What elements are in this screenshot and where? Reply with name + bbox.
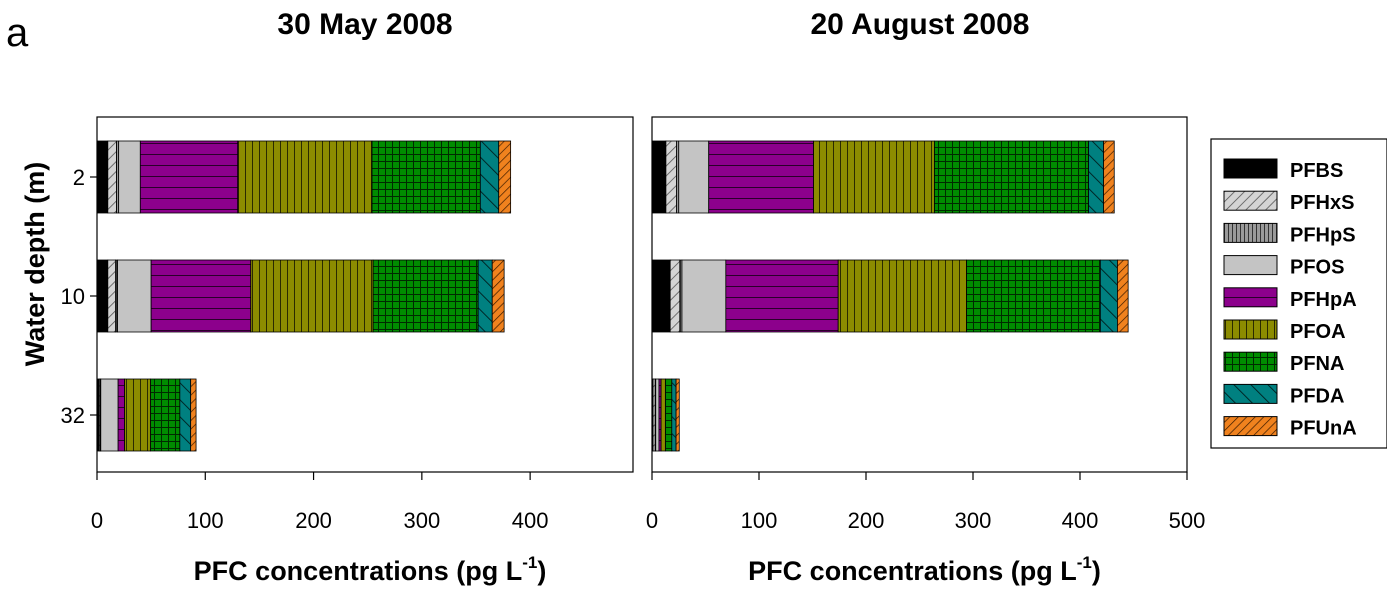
legend-label-pfoa: PFOA bbox=[1290, 321, 1346, 343]
bar-seg-pfuna-depth-2 bbox=[498, 140, 512, 214]
bar-seg-pfbs-depth-10 bbox=[96, 259, 109, 333]
legend-swatch-pfna bbox=[1223, 351, 1278, 372]
chart-panel-1: 30 May 2008 0 100 200 300 400 PFC concentratio… bbox=[20, 8, 634, 586]
bar-seg-pfbs-depth-2 bbox=[96, 140, 109, 214]
bar-seg-pfbs-depth-10 bbox=[651, 259, 671, 333]
bar-seg-pfos-depth-10 bbox=[681, 259, 727, 333]
x-tick-label: 0 bbox=[646, 508, 658, 533]
bar-seg-pfos-depth-10 bbox=[117, 259, 152, 333]
bar-seg-pfuna-depth-32 bbox=[675, 378, 680, 452]
legend-label-pfhpa: PFHpA bbox=[1290, 289, 1357, 311]
chart-title: 30 May 2008 bbox=[277, 8, 452, 41]
x-tick-label: 100 bbox=[187, 508, 224, 533]
bar-seg-pfna-depth-10 bbox=[966, 259, 1101, 333]
bar-seg-pfhpa-depth-10 bbox=[725, 259, 839, 333]
bar-seg-pfbs-depth-2 bbox=[651, 140, 667, 214]
bar-seg-pfda-depth-32 bbox=[671, 378, 677, 452]
bar-seg-pfuna-depth-2 bbox=[1103, 140, 1115, 214]
bar-seg-pfhpa-depth-2 bbox=[708, 140, 814, 214]
x-tick-label: 300 bbox=[403, 508, 440, 533]
legend-swatch-pfos bbox=[1223, 255, 1278, 276]
legend-label-pfna: PFNA bbox=[1290, 353, 1344, 375]
legend-label-pfhxs: PFHxS bbox=[1290, 192, 1354, 214]
legend-label-pfhps: PFHpS bbox=[1290, 224, 1356, 246]
bar-seg-pfos-depth-2 bbox=[118, 140, 141, 214]
bar-seg-pfos-depth-32 bbox=[655, 378, 660, 452]
plot-frame bbox=[96, 116, 634, 473]
x-tick-label: 300 bbox=[955, 508, 992, 533]
bar-seg-pfhxs-depth-2 bbox=[107, 140, 117, 214]
legend-label-pfbs: PFBS bbox=[1290, 160, 1343, 182]
x-tick-label: 100 bbox=[741, 508, 778, 533]
legend-swatch-pfda bbox=[1223, 383, 1278, 404]
bar-seg-pfuna-depth-10 bbox=[1117, 259, 1129, 333]
panel-letter: a bbox=[6, 11, 29, 55]
legend: PFBS PFHxS PFHpS PFOS PFHpA PFOA PFNA PFDA PFUnA bbox=[1210, 138, 1387, 449]
bar-seg-pfhpa-depth-10 bbox=[150, 259, 252, 333]
legend-swatch-pfbs bbox=[1223, 158, 1278, 179]
bar-seg-pfda-depth-10 bbox=[477, 259, 493, 333]
bar-seg-pfuna-depth-32 bbox=[190, 378, 197, 452]
bar-seg-pfna-depth-32 bbox=[150, 378, 181, 452]
bar-seg-pfna-depth-32 bbox=[664, 378, 673, 452]
legend-swatch-pfoa bbox=[1223, 319, 1278, 340]
x-tick-label: 0 bbox=[91, 508, 103, 533]
bar-seg-pfda-depth-2 bbox=[479, 140, 500, 214]
x-tick-label: 200 bbox=[295, 508, 332, 533]
bar-seg-pfoa-depth-10 bbox=[250, 259, 374, 333]
y-tick-label: 2 bbox=[73, 165, 85, 190]
chart-title: 20 August 2008 bbox=[811, 8, 1030, 41]
legend-label-pfos: PFOS bbox=[1290, 257, 1344, 279]
bar-seg-pfna-depth-2 bbox=[934, 140, 1089, 214]
x-tick-label: 500 bbox=[1169, 508, 1206, 533]
x-axis-label: PFC concentrations (pg L-1) bbox=[748, 553, 1101, 586]
bar-seg-pfhxs-depth-10 bbox=[669, 259, 681, 333]
bar-seg-pfna-depth-2 bbox=[371, 140, 481, 214]
bar-seg-pfhpa-depth-2 bbox=[139, 140, 239, 214]
bar-seg-pfoa-depth-32 bbox=[124, 378, 152, 452]
bar-seg-pfna-depth-10 bbox=[372, 259, 479, 333]
plot-frame bbox=[651, 116, 1188, 473]
bar-seg-pfda-depth-2 bbox=[1088, 140, 1104, 214]
bar-seg-pfoa-depth-32 bbox=[660, 378, 666, 452]
legend-label-pfuna: PFUnA bbox=[1290, 418, 1357, 440]
y-axis-label: Water depth (m) bbox=[20, 162, 50, 367]
legend-swatch-pfhpa bbox=[1223, 287, 1278, 308]
bar-seg-pfos-depth-2 bbox=[678, 140, 710, 214]
legend-swatch-pfuna bbox=[1223, 416, 1278, 437]
legend-swatch-pfhxs bbox=[1223, 190, 1278, 211]
bar-seg-pfhxs-depth-2 bbox=[665, 140, 678, 214]
x-axis-label: PFC concentrations (pg L-1) bbox=[194, 553, 547, 586]
bar-seg-pfhpa-depth-32 bbox=[117, 378, 126, 452]
x-tick-label: 400 bbox=[512, 508, 549, 533]
bar-seg-pfoa-depth-2 bbox=[237, 140, 373, 214]
bar-seg-pfhxs-depth-10 bbox=[107, 259, 116, 333]
legend-label-pfda: PFDA bbox=[1290, 385, 1344, 407]
x-tick-label: 200 bbox=[848, 508, 885, 533]
bar-seg-pfda-depth-10 bbox=[1099, 259, 1118, 333]
bar-seg-pfoa-depth-10 bbox=[837, 259, 967, 333]
x-tick-label: 400 bbox=[1062, 508, 1099, 533]
bar-seg-pfos-depth-32 bbox=[100, 378, 119, 452]
y-tick-label: 10 bbox=[61, 284, 85, 309]
bar-seg-pfuna-depth-10 bbox=[491, 259, 505, 333]
bar-seg-pfda-depth-32 bbox=[179, 378, 192, 452]
legend-swatch-pfhps bbox=[1223, 222, 1278, 243]
y-tick-label: 32 bbox=[61, 403, 85, 428]
bar-seg-pfoa-depth-2 bbox=[813, 140, 935, 214]
chart-panel-2: 20 August 2008 0 100 200 300 400 500 PFC concen… bbox=[646, 8, 1205, 586]
